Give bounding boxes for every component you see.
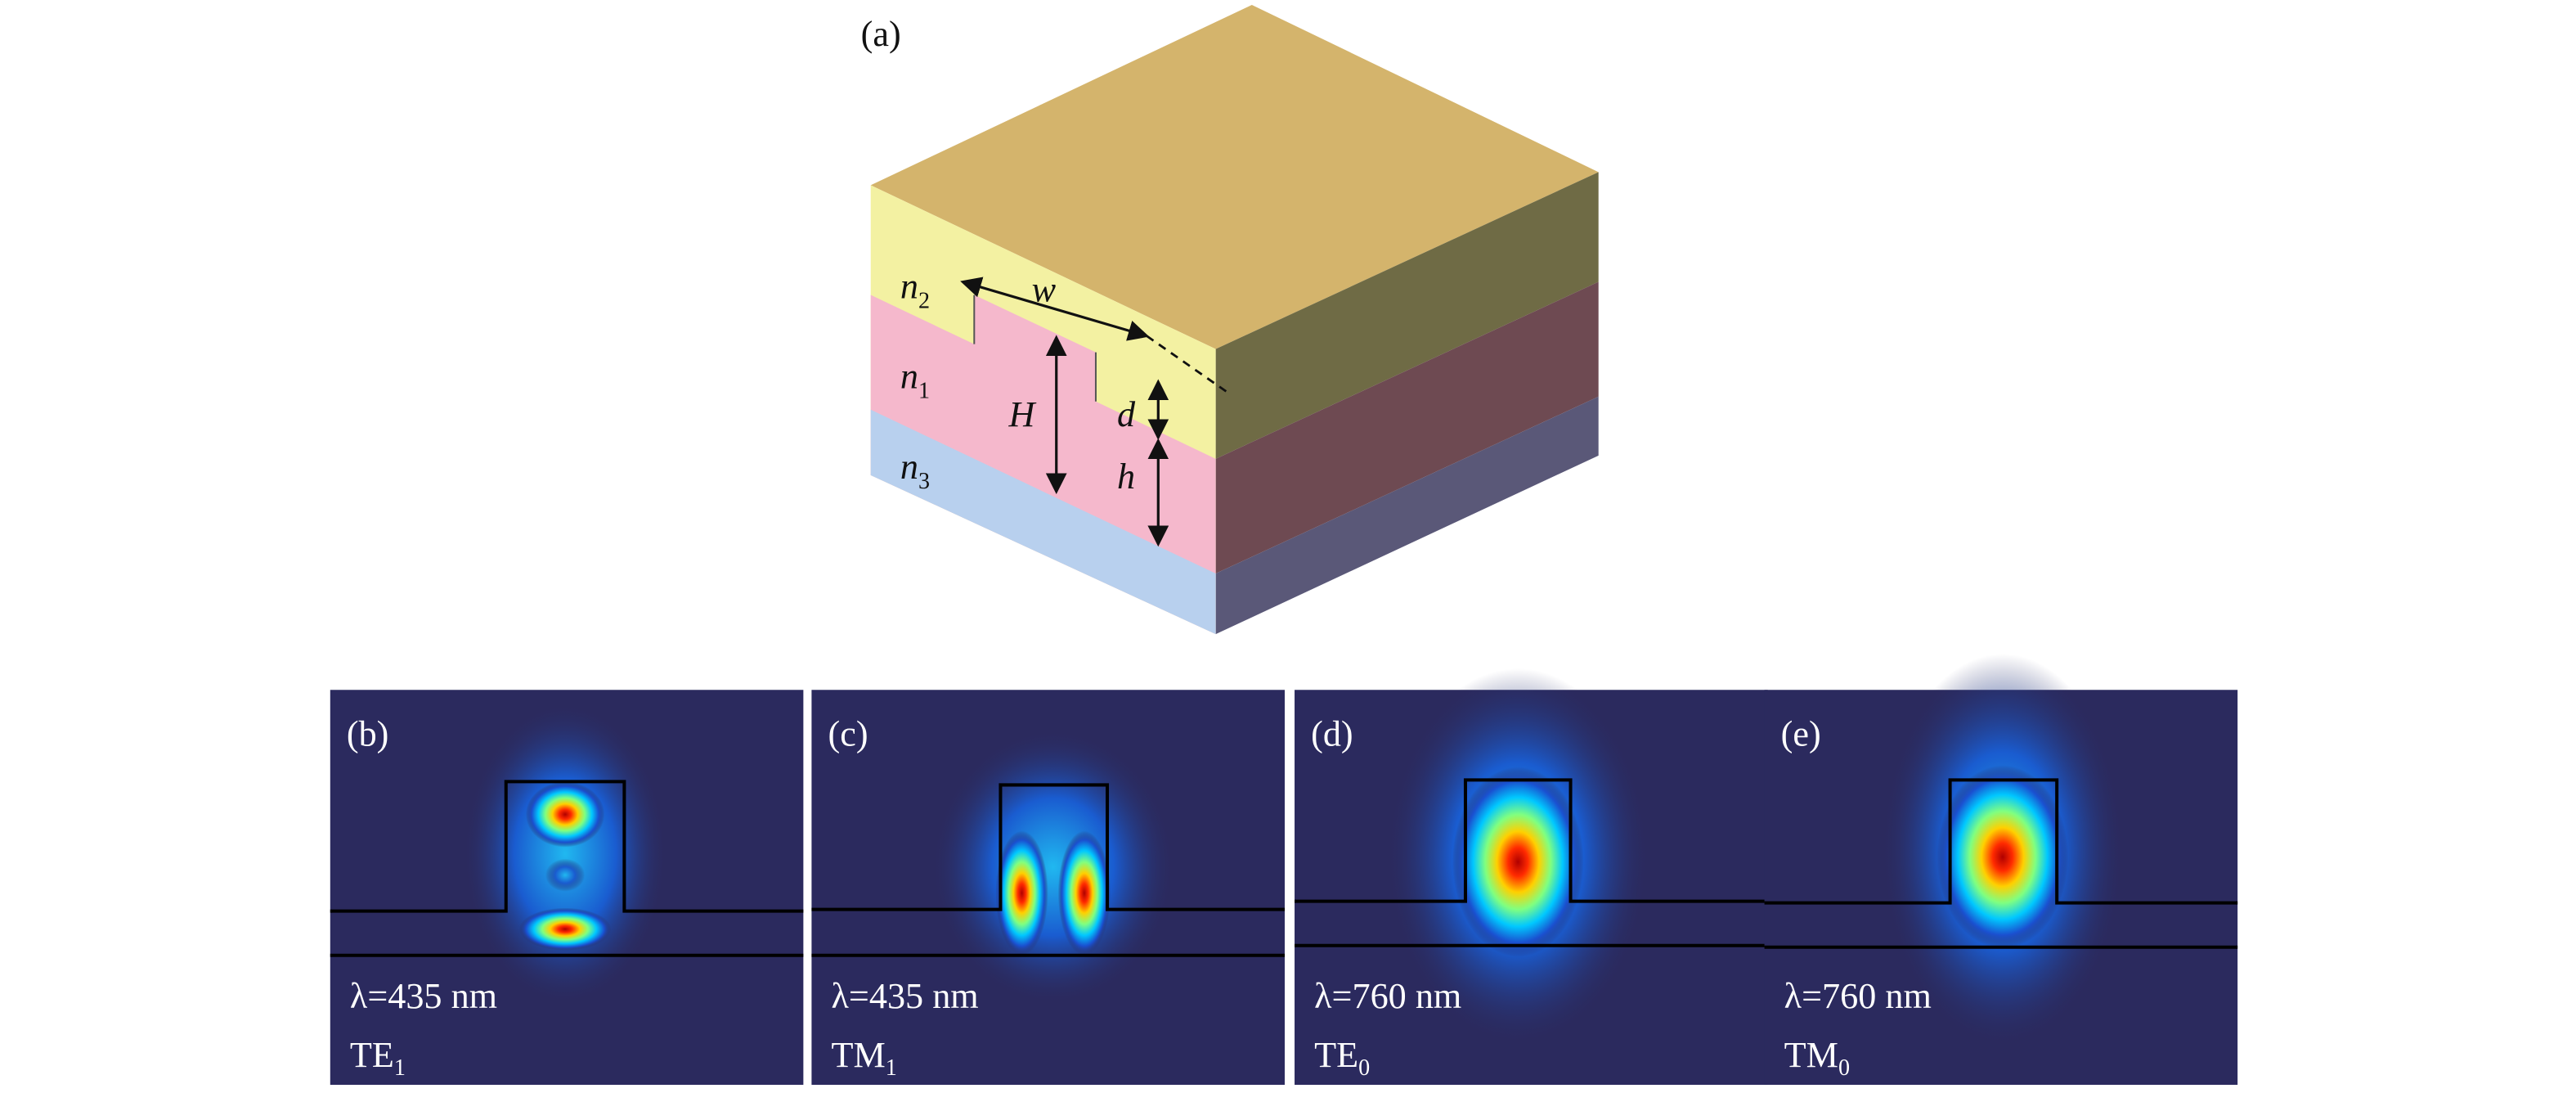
- wavelength-label: λ=435 nm: [350, 976, 497, 1016]
- subscript: 3: [918, 469, 930, 494]
- waveguide-outline: [811, 783, 1285, 957]
- symbol: n: [900, 267, 918, 307]
- mode-panel: (c) λ=435 nm TM1: [811, 690, 1285, 1085]
- field-intensity: [995, 830, 1048, 956]
- mode-name: TM: [832, 1035, 886, 1075]
- right-face-core: [1215, 281, 1599, 574]
- mode-subscript: 0: [1838, 1055, 1850, 1081]
- mode-subscript: 1: [394, 1055, 406, 1081]
- mode-subscript: 1: [886, 1055, 897, 1081]
- layer-label: n3: [900, 447, 930, 494]
- field-intensity: [1057, 830, 1111, 956]
- field-intensity: [518, 907, 612, 951]
- field-intensity: [1452, 767, 1584, 957]
- mode-name: TM: [1784, 1035, 1838, 1075]
- top-face: [870, 5, 1599, 349]
- waveguide-outline: [330, 780, 804, 957]
- waveguide-block: (a) n2 n1 n3 w H d h: [861, 5, 1599, 635]
- mode-label: TE1: [350, 1035, 406, 1081]
- dashed-guide: [1146, 335, 1230, 394]
- symbol: n: [900, 447, 918, 487]
- waveguide-outline: [1764, 778, 2238, 949]
- panel-label: (a): [861, 14, 901, 54]
- field-intensity: [463, 703, 667, 1005]
- subscript: 1: [918, 379, 930, 404]
- mode-label: TE0: [1314, 1035, 1370, 1081]
- mode-name: TE: [1314, 1035, 1358, 1075]
- field-intensity: [525, 781, 605, 848]
- right-face-upper: [1215, 172, 1599, 459]
- mode-name: TE: [350, 1035, 394, 1075]
- panel-label: (b): [347, 713, 389, 753]
- field-intensity: [931, 729, 1175, 1005]
- dimension-label: h: [1117, 457, 1135, 497]
- mode-subscript: 0: [1358, 1055, 1370, 1081]
- right-face-lower: [1215, 396, 1599, 635]
- mode-label: TM1: [832, 1035, 897, 1081]
- dimension-label: d: [1117, 394, 1136, 434]
- wavelength-label: λ=435 nm: [832, 976, 979, 1016]
- panel-label: (c): [828, 713, 868, 753]
- mode-panel: (d) λ=760 nm TE0: [1295, 668, 1768, 1085]
- wavelength-label: λ=760 nm: [1314, 976, 1461, 1016]
- dimension-label: w: [1032, 270, 1057, 310]
- w-arrow: [960, 277, 1150, 341]
- field-intensity: [1936, 765, 2069, 949]
- mode-panel: (b) λ=435 nm TE1: [330, 690, 804, 1085]
- layer-label: n1: [900, 357, 930, 404]
- subscript: 2: [918, 289, 930, 314]
- mode-label: TM0: [1784, 1035, 1850, 1081]
- waveguide-outline: [1295, 778, 1768, 947]
- front-substrate: [870, 409, 1216, 635]
- wavelength-label: λ=760 nm: [1784, 976, 1932, 1016]
- symbol: n: [900, 357, 918, 397]
- panel-label: (e): [1781, 713, 1821, 753]
- dimension-label: H: [1008, 394, 1036, 434]
- mode-panel: (e) λ=760 nm TM0: [1764, 654, 2238, 1085]
- panel-label: (d): [1311, 713, 1353, 753]
- field-intensity: [545, 858, 586, 892]
- layer-label: n2: [900, 267, 930, 314]
